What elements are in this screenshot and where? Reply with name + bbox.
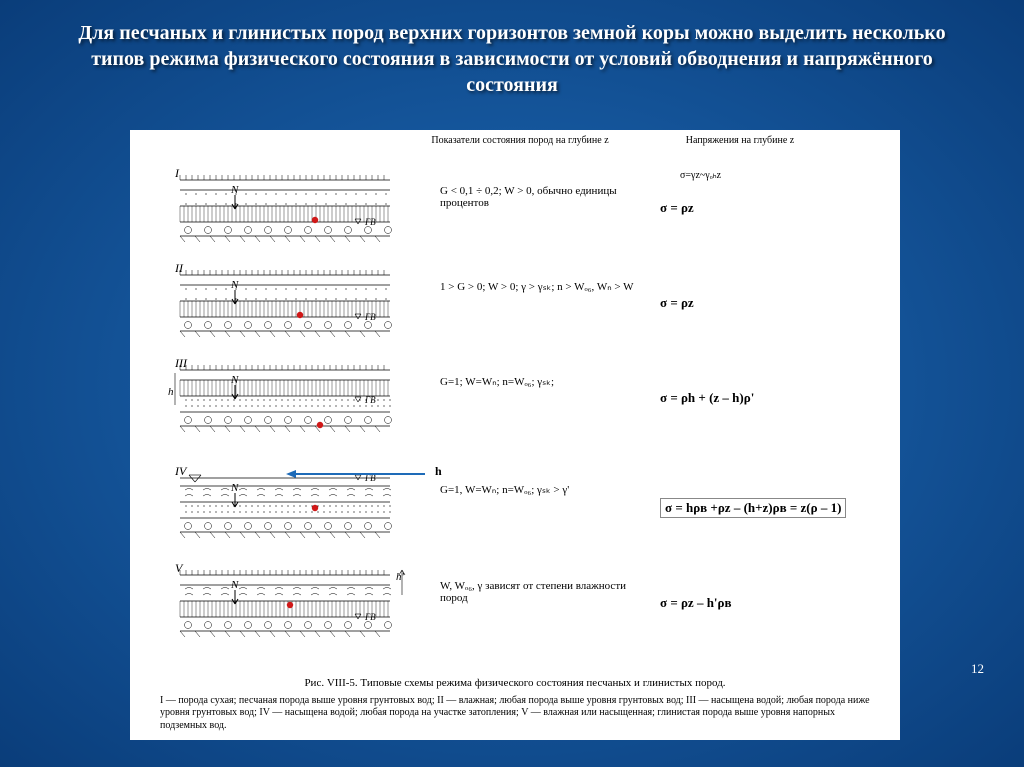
svg-text:ГВ: ГВ [364,217,376,227]
scheme-diagram: VNГВh' [160,560,420,655]
svg-text:ГВ: ГВ [364,312,376,322]
svg-text:ГВ: ГВ [364,612,376,622]
stress-formula: σ = ρz [660,295,694,311]
scheme-diagram: II N ГВ [160,260,420,355]
scheme-II: II N ГВ 1 > G > 0; W > 0; γ > γₛₖ; n > Wₒ₆,… [160,260,880,355]
conditions-text: G=1; W=Wₙ; n=Wₒ₆; γₛₖ; [440,375,640,388]
stress-formula: σ = ρz – h'ρв [660,595,732,611]
figure-container: Показатели состояния пород на глубине z … [130,130,900,740]
header-conditions: Показатели состояния пород на глубине z [430,135,610,146]
slide-title: Для песчаных и глинистых пород верхних г… [0,0,1024,108]
conditions-text: G=1, W=Wₙ; n=Wₒ₆; γₛₖ > γ' [440,483,640,496]
conditions-text: 1 > G > 0; W > 0; γ > γₛₖ; n > Wₒ₆, Wₙ >… [440,280,640,293]
h-indicator-arrow-icon [286,470,296,478]
figure-caption: Рис. VIII-5. Типовые схемы режима физиче… [160,677,870,732]
svg-text:N: N [230,279,239,291]
scheme-diagram: IIINГВh [160,355,420,450]
column-headers: Показатели состояния пород на глубине z … [430,135,830,146]
h-label: h [435,464,442,479]
stress-formula: σ = ρz [660,200,694,216]
stress-formula: σ = hρв +ρz – (h+z)ρв = z(ρ – 1) [660,498,846,518]
svg-text:ГВ: ГВ [364,395,376,405]
scheme-III: IIINГВhG=1; W=Wₙ; n=Wₒ₆; γₛₖ;σ = ρh + (z… [160,355,880,450]
svg-text:N: N [230,184,239,196]
svg-text:V: V [175,561,184,575]
scheme-IV: IVNГВG=1, W=Wₙ; n=Wₒ₆; γₛₖ > γ'σ = hρв +… [160,463,880,558]
scheme-I: I N ГВ G < 0,1 ÷ 0,2; W > 0, обычно единицы… [160,165,880,260]
conditions-text: G < 0,1 ÷ 0,2; W > 0, обычно единицы про… [440,185,640,209]
svg-text:N: N [230,374,239,386]
h-indicator-line [295,473,425,475]
svg-text:I: I [174,166,180,180]
conditions-text: W, Wₒ₆, γ зависят от степени влажности п… [440,580,640,604]
stress-formula: σ = ρh + (z – h)ρ' [660,390,754,406]
scheme-V: VNГВh'W, Wₒ₆, γ зависят от степени влажн… [160,560,880,655]
page-number: 12 [971,661,984,677]
caption-title: Рис. VIII-5. Типовые схемы режима физиче… [160,677,870,691]
header-stress: Напряжения на глубине z [650,135,830,146]
caption-legend: I — порода сухая; песчаная порода выше у… [160,695,870,733]
svg-text:IV: IV [174,464,188,478]
svg-text:h: h [168,386,174,398]
scheme-diagram: I N ГВ [160,165,420,260]
stress-formula-small: σ=γz~γₒₕz [680,170,721,181]
svg-text:N: N [230,482,239,494]
svg-text:N: N [230,579,239,591]
svg-text:II: II [174,261,184,275]
